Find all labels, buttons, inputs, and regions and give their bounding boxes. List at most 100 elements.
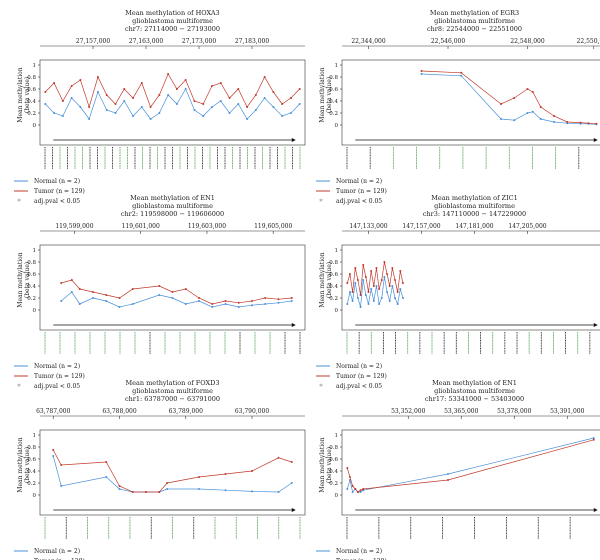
legend-tumor-label: Tumor (n = 129): [336, 188, 387, 195]
y-axis-label: Mean methylation: [17, 437, 24, 492]
series-point-normal: [290, 300, 293, 302]
series-point-tumor: [246, 106, 249, 108]
series-point-normal: [359, 491, 362, 493]
gene-track-arrow: [593, 508, 598, 512]
series-point-normal: [60, 485, 63, 487]
chart-region: chr17: 53341000 − 53403000: [425, 395, 524, 403]
y-tick-label: 0.6: [27, 272, 36, 278]
genomic-tick-label: 22,344,000: [351, 38, 386, 45]
series-point-tumor: [346, 282, 349, 284]
genomic-tick-label: 53,352,000: [391, 408, 426, 415]
y-axis-label: (beta value): [24, 77, 31, 113]
series-point-tumor: [123, 88, 126, 90]
series-point-normal: [396, 303, 399, 305]
legend-tumor-label: Tumor (n = 129): [34, 188, 85, 195]
series-point-tumor: [140, 82, 143, 84]
series-point-normal: [351, 491, 354, 493]
gene-track-arrow: [593, 138, 598, 142]
y-tick-label: 0.8: [27, 445, 36, 451]
series-point-tumor: [263, 76, 266, 78]
y-tick-label: 0.4: [329, 469, 338, 475]
chart-region: chr2: 119598000 − 119606000: [121, 210, 224, 218]
series-point-normal: [386, 291, 389, 293]
y-tick-label: 0.2: [27, 111, 36, 117]
series-point-normal: [158, 294, 161, 296]
series-point-normal: [118, 306, 121, 308]
series-point-tumor: [346, 467, 349, 469]
y-tick-label: 0.6: [329, 272, 338, 278]
y-tick-label: 1: [335, 433, 339, 439]
plot-frame: [39, 244, 306, 331]
genomic-tick-label: 147,205,000: [508, 223, 546, 230]
series-point-normal: [184, 88, 187, 90]
series-point-normal: [539, 118, 542, 120]
series-point-tumor: [375, 267, 378, 269]
series-point-normal: [526, 112, 529, 114]
chart-subtitle: glioblastoma multiforme: [434, 387, 515, 395]
legend-pval-label: adj.pval < 0.05: [336, 198, 382, 205]
series-point-tumor: [348, 476, 351, 478]
series-line-tumor: [421, 70, 597, 125]
series-point-tumor: [383, 261, 386, 263]
y-tick-label: 0.4: [27, 469, 36, 475]
series-point-normal: [378, 303, 381, 305]
series-point-tumor: [370, 270, 373, 272]
series-point-tumor: [272, 91, 275, 93]
series-point-normal: [60, 300, 63, 302]
series-point-normal: [167, 94, 170, 96]
series-line-normal: [60, 291, 292, 308]
y-tick-label: 0.8: [27, 75, 36, 81]
series-point-tumor: [193, 100, 196, 102]
chart-region: chr3: 147110000 − 147229000: [423, 210, 526, 218]
series-point-normal: [105, 300, 108, 302]
series-point-normal: [401, 297, 404, 299]
y-axis-label: Mean methylation: [17, 67, 24, 122]
series-point-tumor: [61, 100, 64, 102]
series-point-tumor: [88, 106, 91, 108]
series-point-tumor: [70, 279, 73, 281]
series-point-tumor: [277, 298, 280, 301]
y-tick-label: 0.4: [329, 284, 338, 290]
legend-normal-label: Normal (n = 2): [336, 178, 382, 185]
series-point-tumor: [513, 97, 516, 99]
y-tick-label: 0.8: [329, 260, 338, 266]
legend-pval-marker: *: [319, 198, 323, 206]
series-point-tumor: [351, 291, 354, 293]
series-point-tumor: [60, 464, 63, 466]
series-point-normal: [254, 109, 257, 111]
chart-subtitle: glioblastoma multiforme: [434, 17, 515, 25]
series-point-normal: [277, 491, 280, 493]
series-point-tumor: [394, 279, 396, 281]
y-tick-label: 0: [33, 493, 37, 499]
series-point-tumor: [290, 297, 293, 299]
series-point-normal: [346, 303, 349, 305]
series-point-tumor: [388, 285, 391, 287]
series-point-normal: [420, 73, 423, 75]
series-point-normal: [114, 112, 117, 114]
legend-tumor-label: Tumor (n = 129): [336, 558, 387, 560]
series-point-tumor: [118, 297, 121, 299]
series-point-normal: [44, 103, 47, 105]
series-point-tumor: [228, 97, 231, 99]
y-tick-label: 0.4: [27, 284, 36, 290]
y-axis-label: (beta value): [326, 447, 333, 483]
series-point-tumor: [254, 94, 257, 96]
series-point-normal: [553, 121, 555, 123]
series-point-tumor: [539, 106, 542, 108]
chart-region: chr1: 63787000 − 63791000: [125, 395, 220, 403]
genomic-tick-label: 119,601,000: [122, 223, 160, 230]
series-point-normal: [70, 97, 73, 99]
series-point-tumor: [264, 297, 267, 299]
series-point-normal: [391, 285, 394, 287]
genomic-tick-label: 119,603,000: [188, 223, 226, 230]
series-point-normal: [281, 115, 284, 117]
series-point-tumor: [362, 264, 365, 266]
series-point-tumor: [118, 485, 121, 487]
legend-pval-marker: *: [17, 198, 21, 206]
series-point-tumor: [298, 88, 301, 90]
series-point-normal: [513, 119, 516, 122]
series-point-normal: [228, 112, 231, 114]
series-point-tumor: [460, 71, 463, 74]
